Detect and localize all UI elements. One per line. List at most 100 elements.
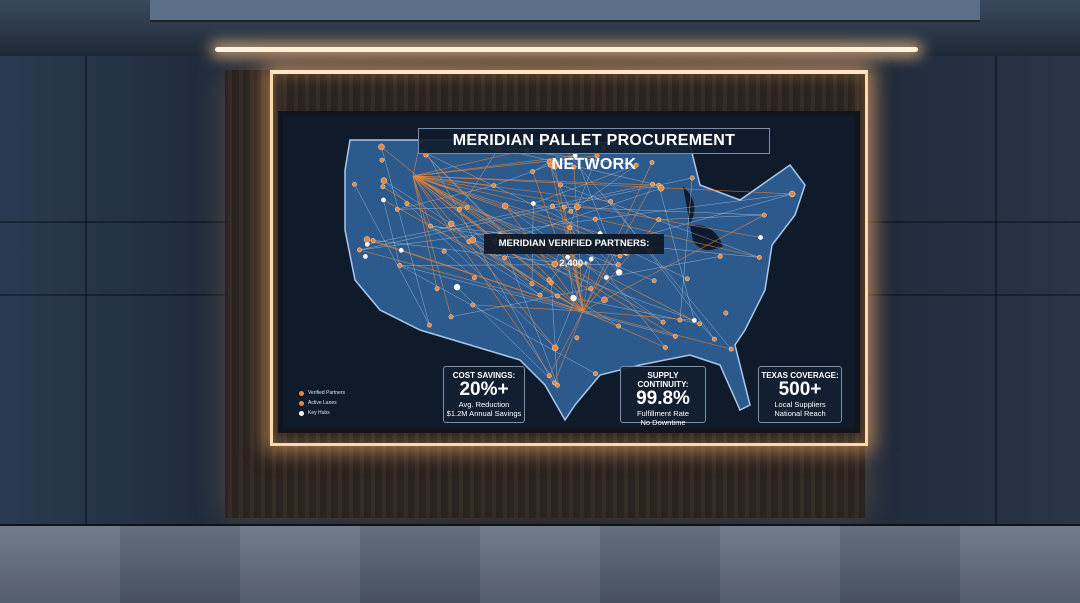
partner-marker [617, 253, 623, 259]
state-border-line [381, 146, 430, 326]
partner-marker [441, 248, 447, 254]
active-lane [582, 214, 765, 312]
partner-marker [502, 255, 508, 261]
key-hub-marker [565, 254, 571, 260]
state-border-line [451, 223, 541, 296]
state-border-line [658, 214, 765, 220]
partner-marker [657, 185, 665, 192]
display-screen: MERIDIAN PALLET PROCUREMENT NETWORK MERI… [278, 111, 860, 433]
state-border-line [359, 193, 793, 251]
partner-marker [428, 223, 433, 229]
partner-marker [608, 198, 614, 204]
partner-marker [471, 275, 477, 281]
active-lane [382, 186, 584, 312]
active-lane [412, 175, 611, 202]
partner-marker [352, 181, 357, 187]
partner-marker [546, 277, 552, 283]
active-lane [412, 175, 452, 317]
state-border-line [366, 239, 580, 266]
active-lane [412, 175, 558, 386]
partner-marker [434, 286, 440, 292]
partner-marker [633, 162, 639, 168]
partner-marker [551, 344, 559, 352]
active-lane [582, 310, 732, 350]
partner-marker [530, 169, 535, 174]
partner-marker [555, 293, 560, 299]
key-hub-marker [570, 294, 577, 302]
active-lane [504, 205, 584, 312]
active-lane [412, 175, 496, 242]
partner-marker [788, 190, 796, 198]
legend-item: Active Lanes [299, 400, 345, 406]
stat-cost-savings: COST SAVINGS: 20%+ Avg. Reduction $1.2M An… [443, 366, 525, 423]
partner-marker [464, 204, 470, 210]
partner-marker [662, 345, 668, 350]
partner-marker [380, 184, 386, 190]
state-border-line [422, 151, 688, 280]
ceiling-light-strip [215, 47, 918, 52]
state-border-line [699, 323, 715, 340]
partner-marker [469, 236, 476, 243]
state-border-line [383, 199, 401, 266]
active-lane [582, 310, 666, 348]
state-border-line [430, 225, 541, 296]
partner-marker [717, 253, 723, 259]
stat-texas-coverage: TEXAS COVERAGE: 500+ Local Suppliers Natio… [758, 366, 842, 423]
active-lane [582, 258, 592, 312]
partner-marker [561, 204, 567, 210]
partner-marker [550, 203, 555, 209]
active-lane [412, 175, 431, 227]
partner-marker [616, 323, 622, 329]
partner-marker [660, 319, 666, 325]
partner-marker [684, 276, 690, 282]
active-lane [383, 199, 584, 312]
partner-marker [615, 262, 621, 267]
partner-marker [593, 371, 598, 377]
active-lane [412, 175, 556, 349]
ceiling-panel [150, 0, 980, 22]
active-lane [412, 175, 761, 238]
legend-dot-icon [299, 390, 304, 396]
active-lane [412, 155, 598, 177]
key-hub-marker [381, 197, 386, 203]
state-border-line [451, 288, 591, 318]
state-border-line [570, 164, 637, 212]
partner-marker [370, 238, 376, 243]
partner-marker [491, 183, 497, 189]
key-hub-marker [530, 201, 536, 206]
key-hub-marker [603, 275, 609, 280]
state-border-line [606, 256, 721, 278]
active-lane [359, 249, 584, 312]
key-hub-marker [691, 317, 697, 323]
state-border-line [383, 180, 556, 349]
legend-dot-icon [299, 400, 304, 406]
legend-dot-icon [299, 410, 304, 416]
active-lane [548, 310, 584, 376]
display-title: MERIDIAN PALLET PROCUREMENT NETWORK [418, 128, 770, 173]
state-border-line [420, 141, 550, 376]
partner-marker [552, 380, 557, 386]
partner-marker [756, 254, 762, 260]
state-border-line [399, 265, 596, 374]
partner-marker [363, 236, 371, 243]
state-border-line [367, 183, 653, 245]
state-border-line [383, 180, 452, 225]
great-lakes [683, 186, 723, 250]
partner-marker [592, 216, 598, 222]
partner-marker [427, 322, 432, 328]
partner-marker [651, 278, 657, 284]
active-lane [412, 175, 760, 258]
partner-marker [567, 225, 573, 230]
active-lane [472, 304, 584, 312]
active-lane [412, 155, 576, 177]
state-border-line [551, 282, 558, 386]
partner-marker [404, 201, 410, 207]
partner-marker [529, 281, 535, 287]
partner-marker [650, 181, 656, 187]
partner-marker [379, 157, 385, 163]
state-border-line [658, 185, 695, 321]
partner-marker [574, 335, 580, 341]
partner-marker [723, 310, 729, 316]
partner-marker [677, 317, 683, 323]
partner-marker [568, 208, 574, 214]
